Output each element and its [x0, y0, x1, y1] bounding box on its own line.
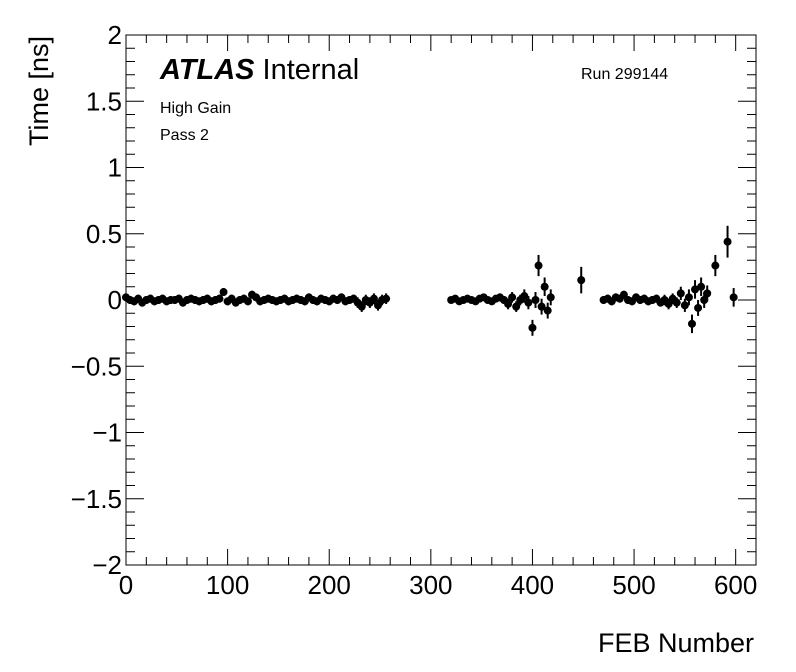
data-point: [543, 306, 552, 315]
data-point: [700, 296, 709, 304]
data-point: [691, 285, 700, 294]
data-point: [382, 294, 391, 303]
atlas-brand: ATLAS: [159, 54, 255, 86]
data-point: [512, 302, 521, 311]
data-point: [687, 319, 696, 328]
tick-labels: 0 100 200 300 400 500 600 −2 −1.5 −1 −0.5 0 0.5 1 1.5 2: [71, 20, 758, 600]
data-point: [524, 298, 533, 307]
data-point: [219, 288, 228, 297]
data-point: [528, 323, 537, 332]
pass-label: Pass 2: [160, 127, 209, 144]
y-tick-label: −1: [92, 418, 122, 448]
x-tick-label: 100: [206, 570, 249, 600]
x-axis-title: FEB Number: [598, 628, 754, 658]
data-point: [243, 297, 252, 306]
atlas-status: Internal: [263, 54, 360, 86]
data-point: [672, 298, 681, 307]
data-point: [723, 237, 732, 246]
data-point: [711, 261, 720, 270]
x-tick-label: 0: [119, 570, 133, 600]
data-point: [215, 294, 224, 303]
data-point: [508, 293, 517, 302]
axis-ticks: [125, 34, 757, 566]
data-point: [694, 303, 703, 312]
x-tick-label: 500: [612, 570, 655, 600]
y-tick-label: −1.5: [71, 484, 122, 514]
y-tick-label: 0: [108, 285, 122, 315]
x-tick-label: 200: [308, 570, 351, 600]
atlas-label: ATLAS Internal: [159, 54, 359, 86]
run-label: Run 299144: [581, 66, 668, 83]
data-point: [577, 276, 586, 285]
y-tick-label: 2: [108, 20, 122, 50]
y-tick-label: 1.5: [86, 86, 122, 116]
data-point: [676, 289, 685, 298]
data-point: [703, 289, 712, 298]
data-point: [540, 282, 549, 291]
data-point: [520, 292, 529, 301]
x-tick-label: 400: [511, 570, 554, 600]
data-point: [504, 299, 513, 308]
data-point: [531, 296, 540, 304]
x-tick-label: 300: [409, 570, 452, 600]
data-point: [546, 293, 555, 302]
data-point: [697, 282, 706, 291]
data-point: [684, 293, 693, 302]
data-point: [729, 293, 738, 302]
y-tick-label: −2: [92, 550, 122, 580]
data-point: [357, 302, 366, 311]
data-points: [122, 225, 738, 336]
y-tick-label: −0.5: [71, 351, 122, 381]
x-tick-label: 600: [714, 570, 757, 600]
data-point: [369, 294, 378, 303]
y-tick-label: 0.5: [86, 219, 122, 249]
y-tick-label: 1: [108, 153, 122, 183]
data-point: [680, 301, 689, 310]
data-point: [534, 261, 543, 270]
data-point: [537, 302, 546, 311]
gain-label: High Gain: [160, 100, 231, 117]
y-axis-title: Time [ns]: [24, 36, 54, 146]
